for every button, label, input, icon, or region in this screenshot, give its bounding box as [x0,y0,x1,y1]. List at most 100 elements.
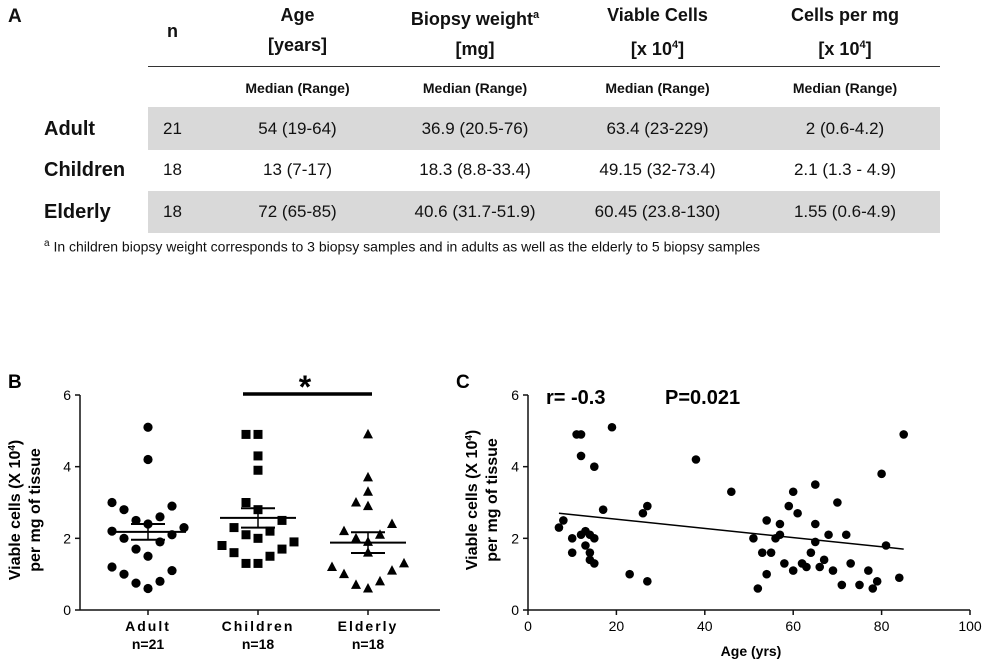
chart-b-point-elderly [363,500,373,511]
chart-c-xtick-label: 20 [609,618,625,634]
subheader-viable: Median (Range) [605,80,710,96]
chart-b-point-adult [179,522,189,533]
chart-c-point [806,548,816,557]
chart-b-point-children [217,541,227,550]
chart-c-point [894,573,904,583]
chart-c-stat-r: r= -0.3 [546,387,605,409]
footnote-marker: a [44,238,50,249]
cell-elderly-age: 72 (65-85) [258,202,337,221]
chart-c-ytick-label: 2 [511,530,519,546]
chart-c-point [788,566,798,575]
chart-c-point [762,569,771,579]
chart-c-xtick-label: 40 [697,618,713,634]
chart-b-group-n: n=18 [242,636,275,652]
chart-c-point [775,530,785,540]
chart-b-point-adult [119,569,129,579]
chart-b-point-children [241,558,251,568]
panel-label-b: B [8,372,22,393]
chart-c-point [833,498,842,507]
chart-c-point [559,516,568,525]
chart-c-point [567,534,577,543]
header-cpm-line2: [x 104] [818,39,872,59]
chart-c-xtick-label: 0 [524,618,532,634]
chart-c-point [775,519,785,529]
chart-b-point-adult [119,505,129,515]
cell-children-weight: 18.3 (8.8-33.4) [419,160,531,179]
chart-b-ytick-label: 4 [63,459,71,475]
chart-c-point [877,469,886,479]
chart-c-ytick-label: 6 [511,387,519,403]
chart-c-point [762,516,771,525]
chart-c-point [784,501,794,511]
chart-b: B Viable cells (X 104) per mg of tissue … [7,369,440,652]
header-rule [148,66,940,67]
chart-b-point-adult [107,497,117,508]
chart-b-ylabel: Viable cells (X 104) [7,440,25,580]
chart-b-point-children [253,558,263,568]
chart-b-point-adult [143,551,153,561]
chart-c-point [841,530,851,540]
chart-c-point [607,422,617,432]
chart-b-point-adult [167,501,177,511]
cell-adult-viable: 63.4 (23-229) [606,119,709,138]
header-cpm-line1: Cells per mg [790,5,900,25]
chart-b-point-children [253,429,263,439]
chart-c-point [585,548,595,557]
chart-c-point [590,559,599,568]
chart-b-point-elderly [363,486,373,496]
chart-c-point [691,455,701,464]
header-cells-per-mg: Cells per mg [x 104] [760,0,930,64]
chart-c-point [837,580,847,590]
row-label-adult: Adult [44,118,96,140]
chart-b-point-children [253,533,263,543]
chart-b-point-elderly [387,565,397,575]
row-shade-adult [148,107,940,150]
chart-c-point [643,577,652,586]
chart-c-point [793,508,802,518]
chart-b-point-children [241,498,251,507]
chart-b-group-n: n=21 [132,636,165,652]
chart-c: C r= -0.3 P=0.021 Viable cells (X 104) p… [456,372,982,659]
subheader-age: Median (Range) [245,80,350,96]
chart-b-point-adult [155,576,165,586]
footnote-text: In children biopsy weight corresponds to… [53,238,761,255]
cell-children-age: 13 (7-17) [263,160,332,179]
chart-b-point-adult [119,533,129,543]
chart-b-point-elderly [363,471,373,482]
chart-c-point [802,562,811,572]
cell-adult-age: 54 (19-64) [258,119,337,138]
chart-b-group-label: Adult [125,618,171,634]
header-biopsy-weight: Biopsy weighta [mg] [390,0,560,64]
chart-b-point-children [229,548,239,558]
chart-c-xtick-label: 100 [958,618,982,634]
chart-c-point [590,462,599,471]
cell-adult-cpm: 2 (0.6-4.2) [805,119,885,138]
chart-b-significance-star: * [299,369,312,405]
chart-b-point-elderly [363,428,373,439]
chart-b-point-children [265,526,275,536]
chart-b-point-adult [143,422,153,432]
cell-elderly-weight: 40.6 (31.7-51.9) [414,202,536,221]
table-footnote: a In children biopsy weight corresponds … [44,238,984,255]
chart-b-point-children [241,429,251,439]
header-age-line1: Age [280,5,315,25]
chart-b-point-elderly [327,561,337,571]
chart-c-point [757,548,767,557]
chart-c-point [872,577,882,586]
row-label-elderly: Elderly [44,201,111,223]
cell-elderly-cpm: 1.55 (0.6-4.9) [793,202,897,221]
subheader-cpm: Median (Range) [792,80,898,96]
chart-c-xtick-label: 60 [785,618,801,634]
chart-b-point-children [289,537,299,547]
chart-c-point [846,559,855,568]
subheader-weight: Median (Range) [422,80,528,96]
chart-b-point-elderly [375,529,385,539]
chart-c-point [576,430,586,439]
chart-c-point [590,534,599,543]
cell-elderly-n: 18 [163,202,182,221]
chart-b-point-adult [167,565,177,576]
header-age: Age [years] [220,0,375,60]
chart-b-point-adult [107,562,117,572]
chart-b-point-adult [131,578,141,588]
chart-c-ylabel-line2: per mg of tissue [484,438,501,562]
